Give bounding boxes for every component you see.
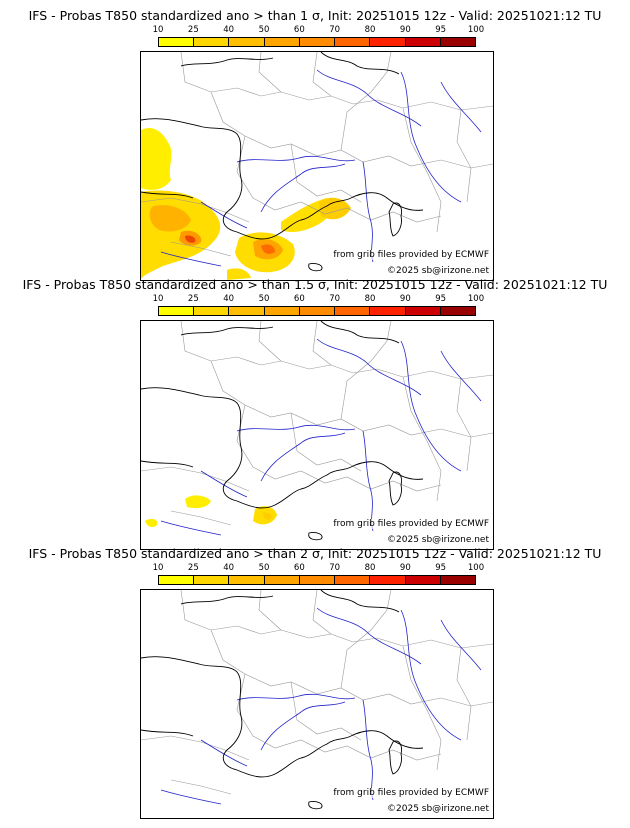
colorbar-tick-label: 25 [187, 25, 199, 35]
colorbar-tick-label: 10 [152, 25, 164, 35]
source-note: from grib files provided by ECMWF [333, 250, 489, 260]
colorbar-tick-label: 100 [467, 294, 485, 304]
map-panel-2: IFS - Probas T850 standardized ano > tha… [0, 277, 630, 550]
colorbar [158, 575, 476, 585]
colorbar-tick-label: 60 [293, 563, 305, 573]
colorbar-segment [370, 576, 406, 584]
colorbar-tick-label: 80 [364, 563, 376, 573]
rivers [160, 69, 482, 267]
colorbar-segment [405, 576, 441, 584]
colorbar-tick-label: 90 [399, 25, 411, 35]
map-panel-3: IFS - Probas T850 standardized ano > tha… [0, 546, 630, 819]
colorbar-labels: 10 25 40 50 60 70 80 90 95 100 [153, 294, 485, 305]
panel-title: IFS - Probas T850 standardized ano > tha… [28, 8, 602, 23]
colorbar-tick-label: 25 [187, 563, 199, 573]
source-note: from grib files provided by ECMWF [333, 788, 489, 798]
colorbar-segment [264, 38, 300, 46]
colorbar-tick-label: 50 [258, 25, 270, 35]
map-layer [141, 590, 493, 810]
copyright-note: ©2025 sb@irizone.net [387, 266, 489, 276]
colorbar-tick-label: 40 [223, 563, 235, 573]
colorbar-tick-label: 60 [293, 25, 305, 35]
colorbar-tick-label: 10 [152, 563, 164, 573]
colorbar-segment [299, 38, 336, 46]
map-panel-1: IFS - Probas T850 standardized ano > tha… [0, 8, 630, 281]
colorbar-segment [194, 307, 230, 315]
colorbar-segment [299, 307, 336, 315]
map-layer [141, 321, 493, 541]
colorbar-segment [440, 307, 475, 315]
colorbar-segment [229, 307, 265, 315]
colorbar-tick-label: 90 [399, 563, 411, 573]
colorbar-tick-label: 95 [435, 25, 447, 35]
corsica-island [308, 740, 402, 810]
colorbar-tick-label: 40 [223, 25, 235, 35]
colorbar-tick-label: 100 [467, 563, 485, 573]
rivers [160, 607, 482, 805]
borders [141, 590, 493, 795]
colorbar-segment [405, 38, 441, 46]
probability-shading [141, 127, 351, 280]
probability-map: from grib files provided by ECMWF ©2025 … [140, 51, 494, 281]
colorbar-tick-label: 50 [258, 563, 270, 573]
colorbar-labels: 10 25 40 50 60 70 80 90 95 100 [153, 25, 485, 36]
colorbar-tick-label: 70 [329, 25, 341, 35]
coastline [141, 52, 424, 240]
colorbar-segment [229, 38, 265, 46]
colorbar-segment [159, 576, 195, 584]
copyright-note: ©2025 sb@irizone.net [387, 804, 489, 814]
probability-shading [145, 495, 277, 528]
map-layer [141, 52, 493, 280]
colorbar-segment [159, 38, 195, 46]
colorbar-segment [440, 576, 475, 584]
colorbar-segment [299, 576, 336, 584]
corsica-island [308, 202, 402, 272]
probability-map: from grib files provided by ECMWF ©2025 … [140, 320, 494, 550]
colorbar-segment [194, 38, 230, 46]
copyright-note: ©2025 sb@irizone.net [387, 535, 489, 545]
colorbar-tick-label: 100 [467, 25, 485, 35]
colorbar-tick-label: 25 [187, 294, 199, 304]
colorbar-segment [335, 576, 371, 584]
colorbar-segment [335, 38, 371, 46]
source-note: from grib files provided by ECMWF [333, 519, 489, 529]
colorbar-tick-label: 50 [258, 294, 270, 304]
colorbar [158, 306, 476, 316]
colorbar-tick-label: 95 [435, 294, 447, 304]
colorbar [158, 37, 476, 47]
colorbar-tick-label: 60 [293, 294, 305, 304]
panel-title: IFS - Probas T850 standardized ano > tha… [28, 546, 602, 561]
corsica-island [308, 471, 402, 541]
colorbar-segment [229, 576, 265, 584]
colorbar-labels: 10 25 40 50 60 70 80 90 95 100 [153, 563, 485, 574]
borders [141, 321, 493, 526]
colorbar-segment [264, 576, 300, 584]
colorbar-segment [264, 307, 300, 315]
colorbar-segment [370, 307, 406, 315]
probability-map: from grib files provided by ECMWF ©2025 … [140, 589, 494, 819]
colorbar-tick-label: 10 [152, 294, 164, 304]
colorbar-segment [405, 307, 441, 315]
colorbar-tick-label: 80 [364, 294, 376, 304]
colorbar-segment [159, 307, 195, 315]
colorbar-segment [194, 576, 230, 584]
colorbar-tick-label: 95 [435, 563, 447, 573]
colorbar-tick-label: 70 [329, 563, 341, 573]
panel-title: IFS - Probas T850 standardized ano > tha… [22, 277, 608, 292]
coastline [141, 590, 424, 778]
rivers [160, 338, 482, 536]
colorbar-tick-label: 70 [329, 294, 341, 304]
colorbar-tick-label: 80 [364, 25, 376, 35]
colorbar-segment [370, 38, 406, 46]
colorbar-tick-label: 90 [399, 294, 411, 304]
colorbar-segment [440, 38, 475, 46]
borders [141, 52, 493, 257]
colorbar-tick-label: 40 [223, 294, 235, 304]
colorbar-segment [335, 307, 371, 315]
coastline [141, 321, 424, 509]
